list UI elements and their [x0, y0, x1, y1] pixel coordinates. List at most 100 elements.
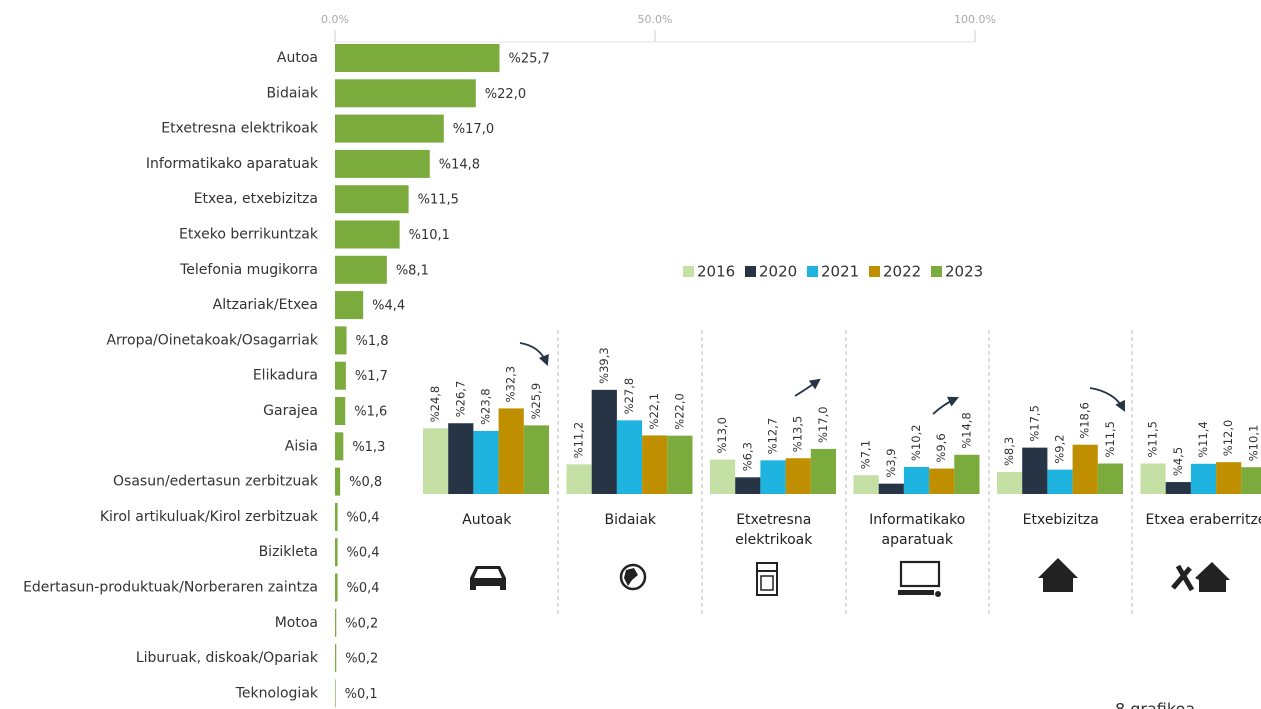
value-label: %10,1	[409, 228, 450, 243]
bar	[903, 466, 930, 494]
bar	[785, 458, 811, 494]
value-label: %26,7	[453, 381, 467, 418]
bar	[997, 472, 1023, 494]
bar	[642, 435, 668, 494]
legend-label: 2016	[697, 263, 735, 281]
value-label: %0,2	[345, 616, 378, 631]
category-label: Altzariak/Etxea	[213, 297, 318, 313]
bar	[853, 475, 879, 494]
bar	[335, 149, 430, 178]
value-label: %4,5	[1171, 447, 1185, 476]
bar	[423, 428, 449, 494]
category-label: Edertasun-produktuak/Norberaren zaintza	[23, 580, 318, 596]
value-label: %11,5	[1103, 421, 1117, 458]
legend-label: 2022	[883, 263, 921, 281]
value-label: %22,1	[647, 393, 661, 430]
value-label: %8,1	[396, 263, 429, 278]
bar	[448, 423, 474, 494]
bar	[335, 644, 337, 673]
bar	[335, 185, 409, 214]
category-label: Etxea eraberritzea	[1145, 512, 1261, 528]
category-label: Etxebizitza	[1022, 512, 1099, 528]
value-label: %1,6	[354, 405, 387, 420]
bar	[335, 397, 346, 425]
value-label: %11,5	[418, 193, 459, 208]
value-label: %0,8	[349, 475, 382, 490]
value-label: %1,3	[352, 440, 385, 455]
bar	[929, 468, 955, 494]
icons	[470, 558, 1230, 597]
value-label: %27,8	[622, 378, 636, 415]
category-label: Liburuak, diskoak/Opariak	[136, 650, 319, 666]
bar	[335, 608, 337, 637]
bar	[335, 679, 336, 708]
category-label: Etxetresna elektrikoak	[735, 512, 813, 548]
value-label: %3,9	[884, 448, 898, 477]
bar	[667, 435, 693, 494]
trend-arrows	[519, 342, 1125, 415]
category-label: Informatikako aparatuak	[146, 156, 319, 172]
value-label: %0,4	[347, 510, 380, 525]
bar	[335, 432, 344, 461]
value-label: %12,7	[766, 418, 780, 455]
value-label: %11,4	[1196, 421, 1210, 458]
value-label: %12,0	[1221, 420, 1235, 457]
bar	[710, 459, 736, 494]
value-label: %1,8	[356, 334, 389, 349]
x-tick-label: 0.0%	[321, 13, 349, 26]
value-label: %9,6	[934, 433, 948, 462]
value-label: %25,9	[529, 383, 543, 420]
bar	[1140, 463, 1166, 494]
category-label: Aisia	[285, 438, 318, 454]
bar	[1241, 467, 1261, 494]
value-label: %22,0	[485, 87, 526, 102]
value-label: %0,4	[347, 546, 380, 561]
category-label: Bizikleta	[259, 544, 318, 560]
value-label: %0,4	[347, 581, 380, 596]
value-label: %9,2	[1053, 434, 1067, 463]
bar	[810, 448, 836, 494]
bar	[335, 44, 500, 72]
bar	[1165, 482, 1191, 494]
category-label: Arropa/Oinetakoak/Osagarriak	[106, 332, 318, 348]
bar	[1190, 463, 1217, 494]
bar	[1072, 444, 1098, 494]
value-label: %17,0	[453, 122, 494, 137]
category-label: Etxea, etxebizitza	[194, 191, 318, 207]
value-label: %32,3	[504, 366, 518, 403]
category-label: Kirol artikuluak/Kirol zerbitzuak	[100, 509, 319, 525]
category-label: Teknologiak	[235, 685, 319, 701]
category-label: Etxeko berrikuntzak	[179, 227, 319, 243]
bar	[1216, 462, 1242, 494]
bar	[591, 389, 617, 494]
category-label: Elikadura	[253, 368, 318, 384]
x-tick-label: 50.0%	[638, 13, 673, 26]
bar	[335, 573, 338, 602]
legend-swatch	[807, 266, 818, 277]
value-label: %10,2	[909, 424, 923, 461]
value-label: %6,3	[740, 442, 754, 471]
bar	[335, 79, 476, 108]
category-label: Informatikako aparatuak	[869, 512, 966, 548]
value-label: %7,1	[859, 440, 873, 469]
bar	[335, 538, 338, 567]
bar	[335, 291, 364, 320]
bar	[335, 220, 400, 249]
value-label: %4,4	[372, 299, 405, 314]
bar	[473, 430, 499, 494]
value-label: %18,6	[1078, 402, 1092, 439]
category-label: Garajea	[263, 403, 318, 419]
bar	[335, 502, 338, 531]
value-label: %1,7	[355, 369, 388, 384]
value-label: %22,0	[672, 393, 686, 430]
value-label: %0,1	[345, 687, 378, 702]
value-label: %8,3	[1002, 437, 1016, 466]
bar	[1022, 447, 1048, 494]
value-label: %25,7	[508, 52, 549, 67]
bar	[335, 326, 347, 355]
x-tick-label: 100.0%	[954, 13, 996, 26]
value-label: %0,2	[345, 652, 378, 667]
value-label: %14,8	[959, 412, 973, 449]
